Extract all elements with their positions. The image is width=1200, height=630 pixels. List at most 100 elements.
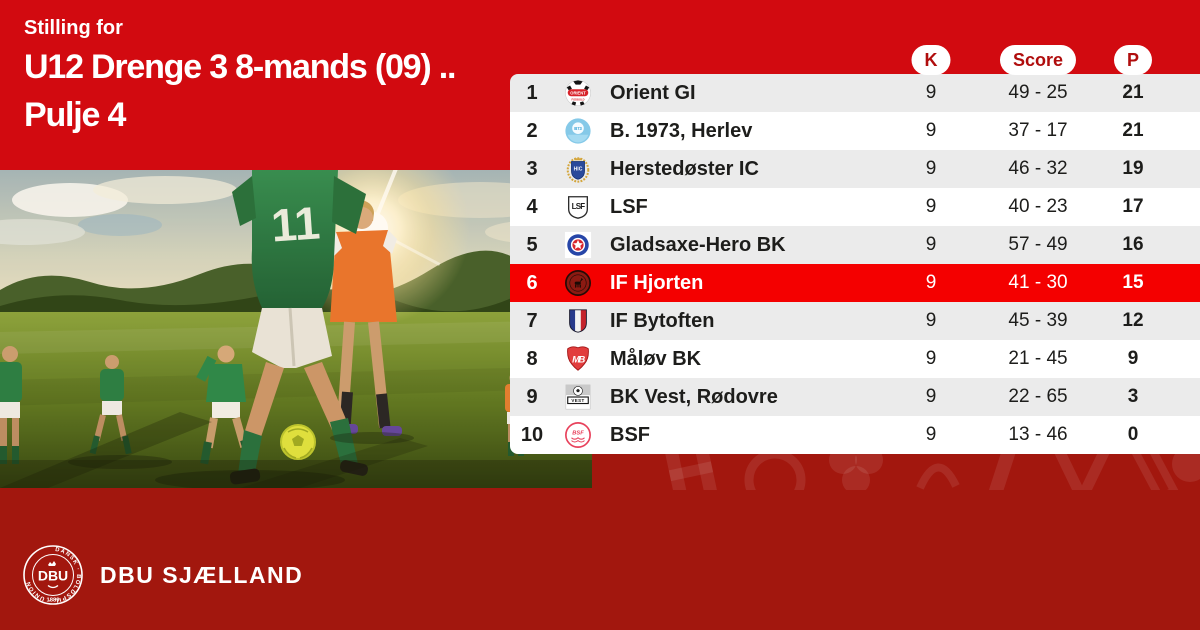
table-row: 1 ORIENT FODBOLD Orient GI 9 49 - 25 21 (510, 74, 1200, 112)
header: Stilling for U12 Drenge 3 8-mands (09) .… (24, 13, 456, 139)
column-header-score: Score (999, 45, 1077, 75)
points: 19 (1122, 158, 1144, 179)
points: 15 (1122, 272, 1144, 293)
table-row: 6 IF Hjorten 9 41 - 30 15 (510, 264, 1200, 302)
goal-score: 45 - 39 (1008, 310, 1068, 331)
footer: DANSK · BOLDSPIL · UNION 1889 DBU DBU SJ… (22, 544, 303, 606)
svg-text:HIC: HIC (574, 166, 583, 172)
club-logo-lsf: LSF (554, 193, 602, 221)
club-logo-gladsaxe (554, 231, 602, 259)
table-row: 7 IF Bytoften 9 45 - 39 12 (510, 302, 1200, 340)
matches-played: 9 (925, 386, 937, 407)
club-name: IF Bytoften (610, 309, 715, 332)
club-name: Orient GI (610, 81, 696, 104)
table-row: 2 B73 B. 1973, Herlev 9 37 - 17 21 (510, 112, 1200, 150)
club-name: Måløv BK (610, 347, 702, 370)
svg-text:BSF: BSF (572, 431, 584, 437)
jersey-number: 11 (270, 196, 322, 251)
position-number: 8 (526, 347, 538, 370)
matches-played: 9 (925, 120, 937, 141)
goal-score: 49 - 25 (1008, 82, 1068, 103)
football (280, 424, 316, 460)
club-logo-orient-gi: ORIENT FODBOLD (554, 79, 602, 107)
points: 21 (1122, 82, 1144, 103)
matches-played: 9 (925, 310, 937, 331)
svg-text:MB: MB (572, 354, 585, 364)
club-name: Gladsaxe-Hero BK (610, 233, 786, 256)
table-row: 8 MB Måløv BK 9 21 - 45 9 (510, 340, 1200, 378)
club-logo-b1973: B73 (554, 117, 602, 145)
points: 12 (1122, 310, 1144, 331)
position-number: 6 (526, 271, 538, 294)
matches-played: 9 (925, 348, 937, 369)
club-name: IF Hjorten (610, 271, 704, 294)
points: 9 (1127, 348, 1139, 369)
club-name: Herstedøster IC (610, 157, 759, 180)
club-name: BSF (610, 423, 650, 446)
page-title-line2: Pulje 4 (24, 96, 126, 134)
matches-played: 9 (925, 158, 937, 179)
field-photo: 11 (0, 130, 595, 490)
goal-score: 57 - 49 (1008, 234, 1068, 255)
points: 21 (1122, 120, 1144, 141)
table-row: 4 LSF LSF 9 40 - 23 17 (510, 188, 1200, 226)
goal-score: 37 - 17 (1008, 120, 1068, 141)
matches-played: 9 (925, 424, 937, 445)
matches-played: 9 (925, 234, 937, 255)
club-logo-herstedoster: HIC (554, 155, 602, 183)
page-title-line1: U12 Drenge 3 8-mands (09) .. (24, 48, 456, 86)
dbu-seal-logo-icon: DANSK · BOLDSPIL · UNION 1889 DBU (23, 545, 83, 605)
table-row: 3 HIC Herstedøster IC 9 46 - 32 19 (510, 150, 1200, 188)
table-row: 5 Gladsaxe-Hero BK 9 57 - 49 16 (510, 226, 1200, 264)
dbu-crest-watermark (600, 454, 1200, 490)
points: 0 (1127, 424, 1139, 445)
eyebrow-text: Stilling for (24, 17, 123, 39)
points: 3 (1127, 386, 1139, 407)
position-number: 9 (526, 385, 538, 408)
svg-text:ORIENT: ORIENT (570, 91, 586, 96)
position-number: 10 (520, 423, 544, 446)
position-number: 2 (526, 119, 538, 142)
brand-wordmark: DBU SJÆLLAND (100, 561, 304, 588)
club-name: B. 1973, Herlev (610, 119, 753, 142)
svg-text:FODBOLD: FODBOLD (572, 98, 585, 102)
standings-table: 1 ORIENT FODBOLD Orient GI 9 49 - 25 21 … (510, 74, 1200, 454)
seal-crown-icon (48, 561, 56, 566)
club-logo-bkvest: VEST (554, 383, 602, 411)
position-number: 3 (526, 157, 538, 180)
position-number: 1 (526, 81, 538, 104)
club-logo-hjorten (554, 269, 602, 297)
svg-text:B73: B73 (574, 126, 582, 131)
goal-score: 40 - 23 (1008, 196, 1068, 217)
club-name: LSF (610, 195, 648, 218)
position-number: 4 (526, 195, 538, 218)
points: 17 (1122, 196, 1144, 217)
position-number: 5 (526, 233, 538, 256)
column-header-k: K (911, 45, 951, 75)
position-number: 7 (526, 309, 538, 332)
shadows (0, 412, 428, 490)
matches-played: 9 (925, 196, 937, 217)
central-player: 11 (229, 170, 369, 485)
goal-score: 41 - 30 (1008, 272, 1068, 293)
matches-played: 9 (925, 82, 937, 103)
goal-score: 13 - 46 (1008, 424, 1068, 445)
club-name: BK Vest, Rødovre (610, 385, 778, 408)
goal-score: 22 - 65 (1008, 386, 1068, 407)
club-logo-malov: MB (554, 345, 602, 373)
goal-score: 21 - 45 (1008, 348, 1068, 369)
standings-panel: K Score P 1 ORIENT FODBOLD Orient GI 9 4… (510, 45, 1200, 454)
bottom-band (0, 454, 1200, 630)
goal-score: 46 - 32 (1008, 158, 1068, 179)
column-headers: K Score P (510, 45, 1200, 75)
club-logo-bsf: BSF (554, 421, 602, 449)
matches-played: 9 (925, 272, 937, 293)
seal-year: 1889 (47, 598, 61, 604)
watermark-shapes-icon (663, 454, 1200, 490)
column-header-p: P (1113, 45, 1153, 75)
table-row: 9 VEST BK Vest, Rødovre 9 22 - 65 3 (510, 378, 1200, 416)
svg-text:LSF: LSF (572, 202, 586, 211)
seal-center-text: DBU (38, 568, 68, 584)
field-photo-illustration: 11 (0, 130, 595, 490)
